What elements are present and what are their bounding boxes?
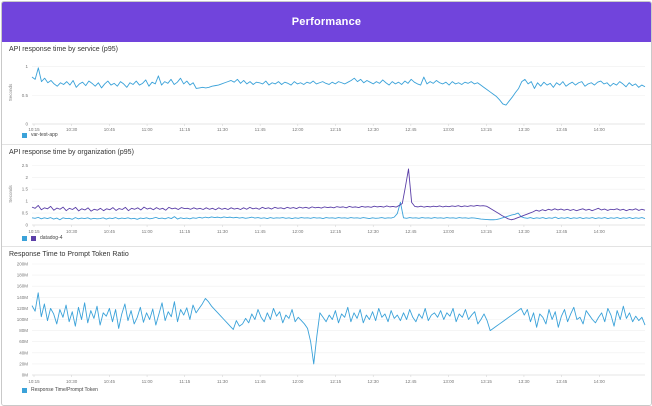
x-tick-label: 10:45 xyxy=(104,127,116,132)
x-tick-label: 14:00 xyxy=(594,379,606,384)
x-tick-label: 13:30 xyxy=(518,229,530,234)
legend: Response Time/Prompt Token xyxy=(22,387,98,393)
panel-title: API response time by organization (p95) xyxy=(9,149,134,156)
dashboard-title: Performance xyxy=(291,16,362,28)
x-tick-label: 10:15 xyxy=(28,127,40,132)
x-tick-label: 12:15 xyxy=(330,379,342,384)
y-tick-label: 2 xyxy=(25,175,28,180)
x-tick-label: 12:30 xyxy=(368,229,380,234)
y-tick-label: 0 xyxy=(25,122,28,127)
dashboard-header: Performance xyxy=(2,2,651,42)
x-tick-label: 11:30 xyxy=(217,229,228,234)
y-tick-label: 1.5 xyxy=(22,187,29,192)
y-tick-label: 0.5 xyxy=(22,211,29,216)
x-tick-label: 13:00 xyxy=(443,127,455,132)
y-axis-label: Seconds xyxy=(8,83,13,101)
x-tick-label: 11:00 xyxy=(142,229,153,234)
y-tick-label: 40M xyxy=(19,350,28,355)
x-tick-label: 12:45 xyxy=(405,229,417,234)
chart-api-response-by-organization: 2.5 2 1.5 1 0.5 0 Seconds 10:15 10:30 10:45 11:00 1… xyxy=(8,163,646,234)
series-line xyxy=(31,67,646,106)
legend-swatch xyxy=(22,387,27,393)
x-tick-label: 11:30 xyxy=(217,127,228,132)
x-tick-label: 13:45 xyxy=(556,229,568,234)
x-tick-label: 11:15 xyxy=(179,229,190,234)
panel-response-time-token-ratio[interactable]: Response Time to Prompt Token Ratio 200M… xyxy=(2,247,651,405)
y-tick-label: 0 xyxy=(25,223,28,228)
y-axis-label: Seconds xyxy=(8,184,13,202)
y-tick-label: 0.5 xyxy=(22,93,29,98)
x-tick-label: 11:45 xyxy=(255,127,266,132)
legend-label: datadog-4 xyxy=(40,235,63,241)
x-tick-label: 14:00 xyxy=(594,127,606,132)
y-tick-label: 80M xyxy=(19,328,28,333)
panel-api-response-by-organization[interactable]: API response time by organization (p95) … xyxy=(2,145,651,246)
chart-api-response-by-service: 1 0.5 0 Seconds 10:15 10:30 10:45 11:00 11:15 11:… xyxy=(8,64,646,132)
x-tick-label: 11:30 xyxy=(217,379,228,384)
legend: datadog-4 xyxy=(22,235,63,241)
x-tick-label: 12:45 xyxy=(405,379,417,384)
x-tick-label: 13:00 xyxy=(443,229,455,234)
panel-title: Response Time to Prompt Token Ratio xyxy=(9,251,129,258)
y-tick-label: 2.5 xyxy=(22,163,29,168)
x-tick-label: 10:45 xyxy=(104,229,116,234)
x-tick-label: 10:30 xyxy=(66,127,78,132)
legend-label: var-test-app xyxy=(31,132,58,138)
panel-title: API response time by service (p95) xyxy=(9,46,118,53)
x-tick-label: 11:00 xyxy=(142,379,153,384)
y-tick-label: 0M xyxy=(22,373,29,378)
x-tick-label: 11:15 xyxy=(179,127,190,132)
x-tick-label: 12:00 xyxy=(292,229,304,234)
x-tick-label: 12:30 xyxy=(368,379,380,384)
x-tick-label: 14:00 xyxy=(594,229,606,234)
x-tick-label: 12:00 xyxy=(292,379,304,384)
x-tick-label: 13:45 xyxy=(556,127,568,132)
series-line xyxy=(31,168,646,221)
y-tick-label: 1 xyxy=(25,199,28,204)
x-tick-label: 11:45 xyxy=(255,379,266,384)
x-tick-label: 11:45 xyxy=(255,229,266,234)
x-tick-label: 12:30 xyxy=(368,127,380,132)
x-tick-label: 12:00 xyxy=(292,127,304,132)
legend: var-test-app xyxy=(22,132,58,138)
y-tick-label: 100M xyxy=(17,317,29,322)
x-tick-label: 10:30 xyxy=(66,229,78,234)
legend-swatch xyxy=(22,132,27,138)
y-tick-label: 200M xyxy=(17,262,29,267)
y-tick-label: 160M xyxy=(17,284,29,289)
x-tick-label: 12:45 xyxy=(405,127,417,132)
x-tick-label: 12:15 xyxy=(330,229,342,234)
x-tick-label: 10:30 xyxy=(66,379,78,384)
x-tick-label: 13:30 xyxy=(518,127,530,132)
y-tick-label: 60M xyxy=(19,339,28,344)
legend-swatch xyxy=(31,235,36,241)
x-tick-label: 13:15 xyxy=(481,379,493,384)
x-tick-label: 10:15 xyxy=(28,229,40,234)
series-line xyxy=(31,201,646,221)
y-tick-label: 120M xyxy=(17,306,29,311)
panel-api-response-by-service[interactable]: API response time by service (p95) 1 0.5 0… xyxy=(2,42,651,144)
x-tick-label: 11:15 xyxy=(179,379,190,384)
y-tick-label: 140M xyxy=(17,295,29,300)
series-line xyxy=(31,292,646,365)
legend-label: Response Time/Prompt Token xyxy=(31,387,98,393)
x-tick-label: 10:15 xyxy=(28,379,40,384)
chart-response-time-token-ratio: 200M180M160M140M120M100M80M60M40M20M0M10… xyxy=(17,262,646,384)
x-tick-label: 13:45 xyxy=(556,379,568,384)
x-tick-label: 13:30 xyxy=(518,379,530,384)
y-tick-label: 1 xyxy=(25,64,28,69)
x-tick-label: 13:15 xyxy=(481,127,493,132)
panel-divider xyxy=(2,144,651,145)
x-tick-label: 13:15 xyxy=(481,229,493,234)
y-tick-label: 180M xyxy=(17,273,29,278)
y-tick-label: 20M xyxy=(19,361,28,366)
x-tick-label: 10:45 xyxy=(104,379,116,384)
legend-swatch xyxy=(22,235,27,241)
x-tick-label: 13:00 xyxy=(443,379,455,384)
panel-divider xyxy=(2,246,651,247)
x-tick-label: 11:00 xyxy=(142,127,153,132)
x-tick-label: 12:15 xyxy=(330,127,342,132)
